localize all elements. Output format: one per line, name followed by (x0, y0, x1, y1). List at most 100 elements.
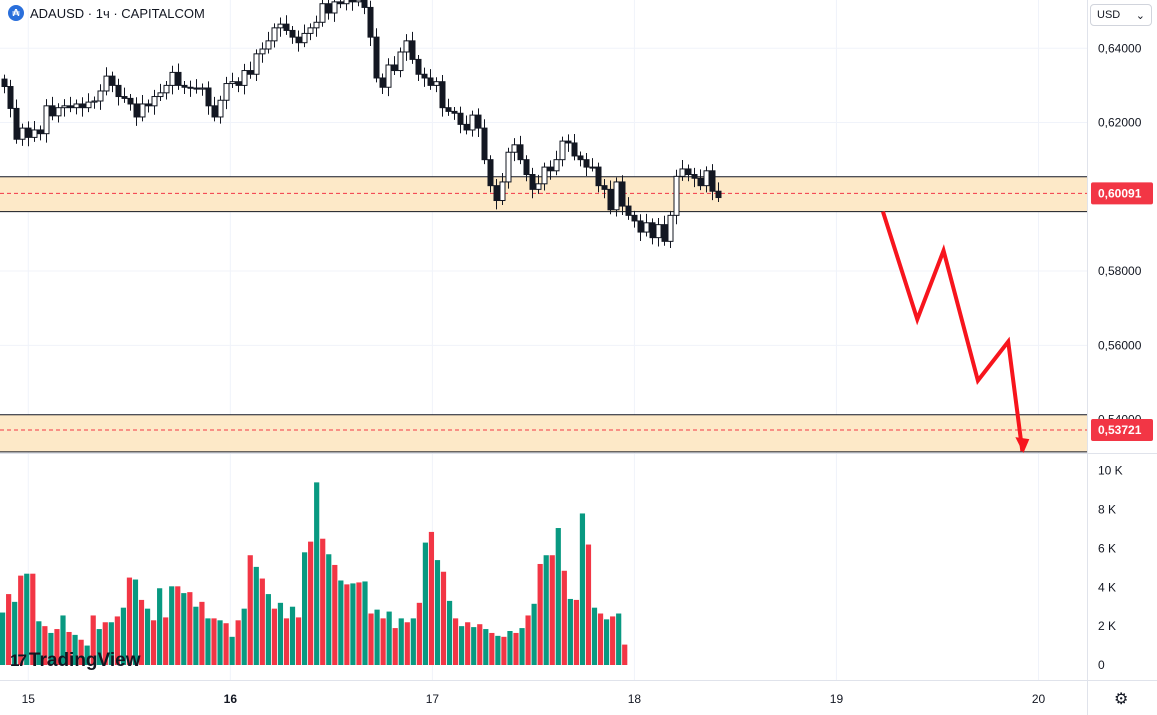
candle-body (37, 129, 44, 135)
y-tick-label: 0,62000 (1098, 116, 1142, 130)
volume-bar (356, 582, 362, 665)
chart-header[interactable]: ₳ ADAUSD · 1ч · CAPITALCOM (8, 5, 205, 21)
volume-bar (434, 560, 441, 665)
candle-body (7, 86, 14, 109)
volume-bar (102, 622, 108, 665)
candle-body (613, 181, 620, 211)
candle-body (655, 224, 662, 239)
candle-body (79, 103, 86, 109)
x-tick-label: 20 (1032, 692, 1046, 706)
volume-bar (138, 599, 145, 665)
candle-body (43, 105, 50, 135)
volume-bar (362, 581, 368, 665)
price-level-badge (1091, 182, 1153, 205)
volume-bar (78, 639, 84, 665)
candle-body (535, 183, 542, 190)
volume-bar (597, 613, 604, 665)
volume-tick-label: 4 K (1098, 580, 1116, 594)
candle-body (241, 70, 248, 86)
candle-body (565, 140, 572, 144)
volume-bar (84, 645, 90, 665)
candle-body (73, 103, 80, 109)
candle-body (415, 58, 422, 75)
candle-body (457, 112, 464, 125)
volume-bar (235, 620, 241, 665)
volume-bar (30, 573, 36, 665)
candle-body (265, 40, 272, 50)
volume-bar (144, 608, 151, 665)
candle-body (649, 222, 656, 239)
cardano-coin-icon: ₳ (8, 5, 24, 21)
volume-bar (295, 617, 302, 665)
candle-body (685, 168, 692, 176)
volume-bar (108, 622, 114, 665)
price-zones (0, 176, 1087, 453)
volume-bar (253, 566, 259, 665)
volume-bar (416, 602, 422, 665)
candle-body (619, 181, 626, 207)
volume-bar (338, 580, 344, 665)
volume-bar (440, 571, 447, 665)
candle-body (127, 97, 134, 105)
volume-bar (374, 609, 380, 665)
volume-bar (72, 634, 78, 665)
volume-bar (519, 628, 525, 665)
volume-bar (90, 615, 96, 665)
volume-bar (169, 586, 175, 665)
currency-selector[interactable]: USD ⌄ (1090, 4, 1152, 26)
x-tick-label: 17 (426, 692, 440, 706)
candle-body (355, 0, 362, 3)
volume-bar (561, 570, 567, 665)
volume-bar (54, 629, 60, 665)
volume-bar (271, 608, 277, 665)
tradingview-logo-icon: 17 (10, 651, 27, 670)
volume-tick-label: 0 (1098, 658, 1105, 672)
candle-body (547, 166, 554, 172)
gear-icon[interactable]: ⚙ (1114, 691, 1129, 708)
volume-bar (398, 618, 404, 665)
candle-body (229, 81, 236, 85)
volume-bar (114, 616, 120, 665)
candle-body (409, 40, 416, 60)
candle-body (631, 214, 638, 222)
symbol-title: ADAUSD · 1ч · CAPITALCOM (30, 5, 205, 21)
candle-body (337, 1, 344, 5)
candle-body (145, 103, 152, 107)
candle-body (307, 27, 314, 34)
candle-body (313, 21, 320, 29)
volume-bar (591, 607, 598, 665)
candle-body (439, 81, 446, 109)
candle-body (529, 174, 536, 190)
volume-bar (314, 482, 320, 665)
candle-body (385, 64, 392, 88)
tradingview-logo[interactable]: 17 TradingView (10, 650, 141, 672)
candle-body (109, 75, 116, 86)
candle-body (373, 36, 380, 79)
volume-bar (537, 563, 543, 665)
candle-body (487, 159, 494, 187)
volume-bar (368, 613, 374, 665)
volume-bar (96, 629, 102, 665)
volume-bar (531, 603, 537, 665)
volume-bar (211, 618, 217, 665)
volume-bar (579, 513, 586, 665)
candle-body (253, 53, 260, 75)
volume-bar (622, 644, 628, 665)
chevron-down-icon: ⌄ (1135, 9, 1145, 22)
candle-body (691, 174, 698, 179)
candle-body (493, 185, 500, 202)
candle-body (277, 23, 284, 29)
volume-bar (66, 631, 72, 665)
candle-body (391, 64, 398, 72)
volume-bar (181, 593, 187, 665)
price-level-label: 0,53721 (1098, 423, 1142, 437)
candle-body (193, 87, 200, 90)
candle-body (397, 51, 404, 72)
x-tick-label: 16 (224, 692, 238, 706)
candle-body (25, 127, 32, 138)
candle-body (181, 84, 188, 88)
candle-body (55, 107, 62, 117)
logo-text: TradingView (28, 650, 141, 671)
volume-bar (549, 555, 555, 665)
